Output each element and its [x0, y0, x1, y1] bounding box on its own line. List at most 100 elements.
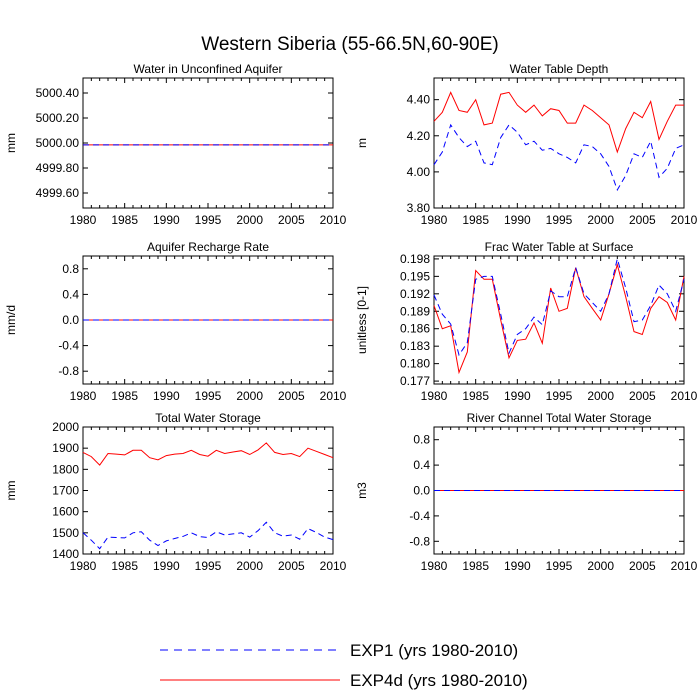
plot-frame	[433, 77, 685, 209]
y-tick-label: 0.8	[62, 262, 79, 276]
x-tick-label: 1990	[504, 389, 531, 403]
y-tick-label: 1400	[52, 547, 79, 561]
panel-title: Frac Water Table at Surface	[485, 240, 634, 254]
x-tick-label: 2005	[278, 559, 305, 573]
y-tick-label: 0.180	[400, 357, 430, 371]
y-tick-label: 0.0	[62, 313, 79, 327]
y-tick-label: -0.4	[409, 509, 430, 523]
panel-title: Aquifer Recharge Rate	[147, 240, 269, 254]
y-tick-label: 4.40	[407, 93, 431, 107]
y-tick-label: 0.198	[400, 252, 430, 266]
y-tick-label: -0.8	[58, 364, 79, 378]
legend: EXP1 (yrs 1980-2010) EXP4d (yrs 1980-201…	[160, 641, 528, 690]
x-tick-label: 1995	[546, 559, 573, 573]
series-line-exp1	[433, 123, 685, 192]
x-tick-label: 1980	[421, 559, 448, 573]
x-tick-label: 1990	[153, 389, 180, 403]
x-tick-label: 1985	[111, 213, 138, 227]
panel-5: Total Water Storage mm 1980 1985 1990 1995 200…	[4, 411, 347, 573]
x-tick-label: 2010	[671, 213, 698, 227]
y-tick-label: 0.192	[400, 287, 430, 301]
y-tick-label: 2000	[52, 420, 79, 434]
legend-label-exp1: EXP1 (yrs 1980-2010)	[350, 641, 518, 660]
x-tick-label: 2000	[236, 559, 263, 573]
y-tick-label: 5000.40	[36, 86, 80, 100]
y-tick-label: 0.189	[400, 304, 430, 318]
y-tick-label: -0.8	[409, 534, 430, 548]
x-tick-label: 2005	[278, 213, 305, 227]
plot-frame	[82, 426, 334, 555]
y-tick-label: 0.186	[400, 322, 430, 336]
panel-6: River Channel Total Water Storage m3 1980 1…	[355, 411, 698, 573]
x-tick-label: 2000	[587, 559, 614, 573]
panel-2: Water Table Depth m 1980 1985 1990 1995 2000 20…	[355, 62, 698, 227]
y-tick-label: 1600	[52, 505, 79, 519]
y-tick-label: 0.8	[413, 433, 430, 447]
y-tick-label: -0.4	[58, 339, 79, 353]
x-tick-label: 1990	[153, 559, 180, 573]
x-tick-label: 1980	[70, 389, 97, 403]
x-tick-label: 2005	[629, 213, 656, 227]
y-tick-label: 4.00	[407, 165, 431, 179]
x-tick-label: 2005	[629, 389, 656, 403]
y-tick-label: 1500	[52, 526, 79, 540]
legend-label-exp4d: EXP4d (yrs 1980-2010)	[350, 671, 528, 690]
y-tick-label: 5000.20	[36, 111, 80, 125]
panel-1: Water in Unconfined Aquifer mm 1980 1985 199…	[4, 62, 347, 227]
series-line-exp4d	[433, 262, 685, 375]
series-line-exp4d	[82, 442, 334, 466]
figure-title: Western Siberia (55-66.5N,60-90E)	[201, 34, 498, 55]
series-line-exp1	[82, 521, 334, 550]
x-tick-label: 2010	[320, 559, 347, 573]
x-tick-label: 2000	[587, 389, 614, 403]
y-tick-label: 0.4	[62, 287, 79, 301]
y-tick-label: 0.195	[400, 269, 430, 283]
x-tick-label: 1980	[70, 559, 97, 573]
y-axis-label: mm	[4, 133, 18, 153]
x-tick-label: 1985	[111, 559, 138, 573]
y-tick-label: 5000.00	[36, 136, 80, 150]
y-tick-label: 0.183	[400, 339, 430, 353]
y-tick-label: 1800	[52, 462, 79, 476]
x-tick-label: 2000	[236, 213, 263, 227]
y-axis-label: mm	[4, 481, 18, 501]
panel-4: Frac Water Table at Surface unitless [0-1…	[355, 240, 698, 403]
x-tick-label: 2005	[278, 389, 305, 403]
y-tick-label: 3.80	[407, 201, 431, 215]
x-tick-label: 2005	[629, 559, 656, 573]
series-line-exp4d	[433, 91, 684, 154]
y-tick-label: 4999.80	[36, 161, 80, 175]
x-tick-label: 1985	[462, 389, 489, 403]
x-tick-label: 1985	[462, 213, 489, 227]
y-axis-label: m3	[355, 482, 369, 499]
y-tick-label: 0.4	[413, 458, 430, 472]
panel-title: Water in Unconfined Aquifer	[134, 62, 283, 76]
x-tick-label: 1995	[195, 559, 222, 573]
x-tick-label: 1990	[504, 559, 531, 573]
x-tick-label: 1995	[195, 213, 222, 227]
x-tick-label: 1985	[462, 559, 489, 573]
series-line-exp1	[433, 256, 685, 357]
x-tick-label: 1980	[421, 213, 448, 227]
y-tick-label: 1700	[52, 484, 79, 498]
x-tick-label: 1990	[504, 213, 531, 227]
x-tick-label: 2000	[587, 213, 614, 227]
x-tick-label: 1980	[421, 389, 448, 403]
x-tick-label: 1980	[70, 213, 97, 227]
panel-title: Water Table Depth	[510, 62, 609, 76]
x-tick-label: 2010	[671, 559, 698, 573]
x-tick-label: 1995	[546, 389, 573, 403]
y-tick-label: 0.0	[413, 484, 430, 498]
x-tick-label: 1985	[111, 389, 138, 403]
plot-frame	[82, 77, 334, 209]
y-tick-label: 0.177	[400, 374, 430, 388]
x-tick-label: 1990	[153, 213, 180, 227]
panel-3: Aquifer Recharge Rate mm/d 1980 1985 1990 199…	[4, 240, 347, 403]
x-tick-label: 2000	[236, 389, 263, 403]
y-tick-label: 4.20	[407, 129, 431, 143]
panel-title: River Channel Total Water Storage	[467, 411, 652, 425]
y-tick-label: 4999.60	[36, 186, 80, 200]
y-tick-label: 1900	[52, 441, 79, 455]
y-axis-label: m	[355, 138, 369, 148]
